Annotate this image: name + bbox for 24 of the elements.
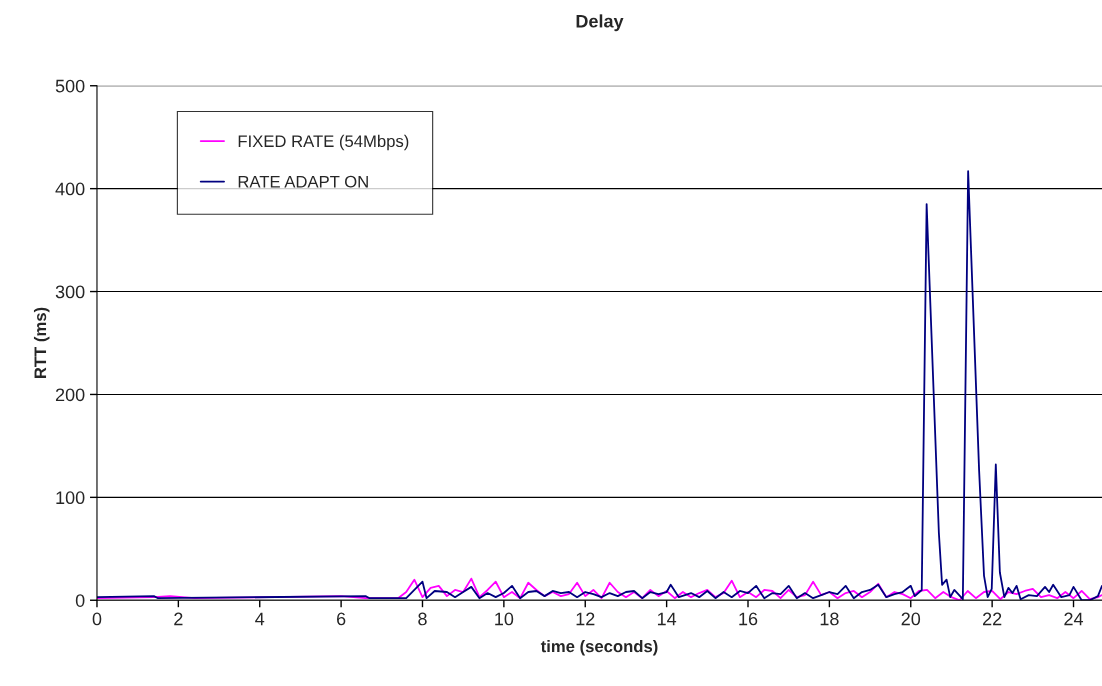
x-tick-label: 16 [739, 612, 758, 626]
x-tick-label: 24 [1064, 612, 1084, 626]
x-tick-label: 4 [255, 612, 265, 626]
x-tick-label: 14 [657, 612, 677, 626]
y-tick-label: 500 [55, 79, 85, 93]
x-tick-label: 8 [418, 612, 427, 626]
x-tick-label: 20 [901, 612, 921, 626]
x-axis-title: time (seconds) [540, 640, 658, 656]
chart-title: Delay [576, 14, 624, 32]
y-tick-label: 100 [56, 491, 85, 505]
y-tick-label: 300 [55, 285, 85, 299]
y-tick-label: 200 [55, 388, 85, 402]
y-tick-label: 400 [55, 182, 85, 196]
y-axis-title: RTT (ms) [33, 307, 50, 378]
x-tick-label: 6 [337, 612, 346, 626]
y-tick-label: 0 [75, 594, 85, 607]
x-tick-label: 18 [820, 612, 839, 626]
x-tick-label: 12 [576, 612, 595, 626]
legend-label: RATE ADAPT ON [238, 175, 368, 188]
legend-label: FIXED RATE (54Mbps) [238, 134, 409, 151]
x-tick-label: 22 [983, 612, 1002, 626]
x-tick-label: 0 [92, 612, 102, 626]
x-tick-label: 2 [174, 612, 183, 626]
x-tick-label: 10 [495, 612, 514, 626]
